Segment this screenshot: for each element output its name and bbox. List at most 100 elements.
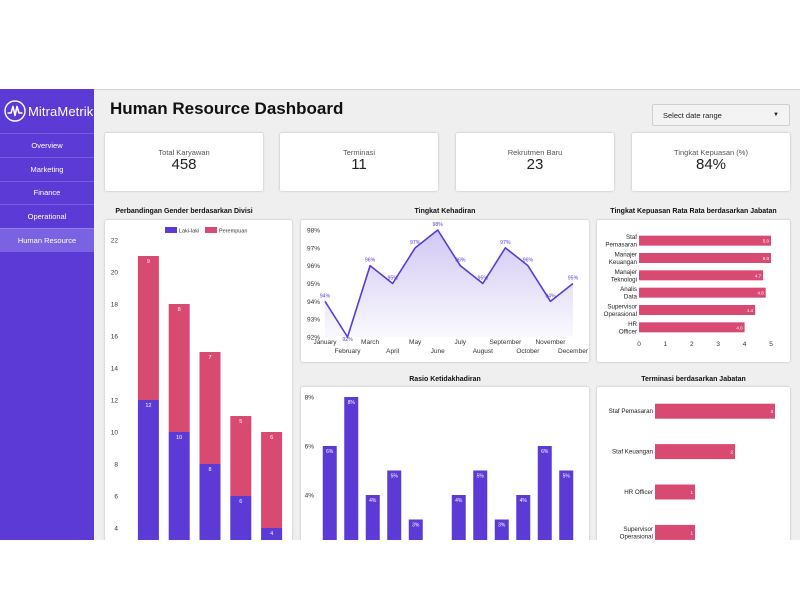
data-label: 9 bbox=[147, 259, 150, 265]
data-label: 96% bbox=[523, 258, 534, 264]
bar-absence bbox=[387, 470, 402, 540]
sidebar-item-finance[interactable]: Finance bbox=[0, 180, 94, 205]
bar-perempuan bbox=[168, 304, 190, 432]
kpi-label: Tingkat Kepuasan (%) bbox=[674, 148, 748, 157]
y-category-label: Manajer Teknologi bbox=[611, 269, 637, 284]
y-category-label: HR Officer bbox=[619, 321, 638, 336]
x-tick-label: April bbox=[386, 348, 400, 355]
kpi-value: 11 bbox=[351, 156, 367, 173]
y-tick-label: 10 bbox=[111, 430, 119, 437]
brand-logo-icon bbox=[4, 100, 26, 122]
bar-absence bbox=[322, 446, 337, 540]
page-title: Human Resource Dashboard bbox=[110, 99, 344, 118]
sidebar-item-overview[interactable]: Overview bbox=[0, 133, 94, 157]
bar-perempuan bbox=[230, 416, 252, 496]
x-tick-label: October bbox=[516, 348, 540, 355]
x-tick-label: 3 bbox=[716, 341, 720, 348]
data-label: 7 bbox=[208, 355, 211, 361]
y-tick-label: 98% bbox=[307, 228, 320, 235]
data-label: 6 bbox=[239, 499, 242, 505]
data-label: 4 bbox=[270, 531, 273, 537]
caret-down-icon: ▼ bbox=[773, 112, 779, 118]
brand-logo[interactable]: MitraMetrik bbox=[4, 99, 93, 123]
y-tick-label: 22 bbox=[111, 238, 119, 245]
y-tick-label: 6 bbox=[114, 494, 118, 501]
kpi-value: 23 bbox=[526, 156, 544, 173]
bar-termination bbox=[655, 403, 775, 419]
data-label: 1 bbox=[690, 530, 693, 535]
date-range-placeholder: Select date range bbox=[663, 110, 722, 120]
y-category-label: Staf Keuangan bbox=[612, 449, 653, 456]
x-tick-label: 5 bbox=[769, 341, 773, 348]
legend-label: Laki-laki bbox=[179, 229, 199, 235]
data-label: 92% bbox=[342, 337, 353, 343]
data-label: 5% bbox=[563, 474, 571, 480]
data-label: 4.0 bbox=[736, 325, 743, 330]
absence-chart-card: 0%2%4%6%8%6%January8%February4%March5%Ap… bbox=[301, 387, 589, 540]
x-tick-label: September bbox=[489, 339, 522, 346]
bar-perempuan bbox=[261, 432, 283, 528]
data-label: 10 bbox=[176, 435, 182, 441]
data-label: 2 bbox=[730, 450, 733, 455]
data-label: 6 bbox=[270, 435, 273, 441]
data-label: 4% bbox=[455, 498, 463, 504]
kpi-card-tingkat-kepuasan: Tingkat Kepuasan (%) 84% bbox=[632, 133, 790, 191]
data-label: 95% bbox=[387, 276, 398, 282]
bar-perempuan bbox=[137, 256, 159, 400]
data-label: 5.0 bbox=[763, 239, 770, 244]
bar-laki-laki bbox=[261, 528, 283, 540]
termination-chart-card: 3 Staf Pemasaran 2 Staf Keuangan 1 HR Officer… bbox=[597, 387, 790, 540]
dashboard-app: MitraMetrik Overview Marketing Finance O… bbox=[0, 89, 800, 540]
gender-chart-card: 0246810121416182022Laki-lakiPerempuan129… bbox=[105, 220, 292, 540]
kpi-card-total-karyawan: Total Karyawan 458 bbox=[105, 133, 263, 191]
y-category-label: Supervisor Operasional bbox=[620, 526, 653, 540]
satisfaction-chart-card: 5.0 Staf Pemasaran 5.0 Manajer Keuangan 4.7 Man… bbox=[597, 220, 790, 362]
termination-chart: 3 Staf Pemasaran 2 Staf Keuangan 1 HR Officer… bbox=[609, 403, 775, 540]
data-label: 96% bbox=[365, 258, 376, 264]
y-tick-label: 8% bbox=[305, 395, 315, 402]
y-category-label: Supervisor Operasional bbox=[604, 304, 637, 319]
bar-satisfaction bbox=[639, 287, 766, 298]
bar-absence bbox=[516, 495, 531, 540]
x-tick-label: June bbox=[431, 348, 445, 355]
satisfaction-chart: 5.0 Staf Pemasaran 5.0 Manajer Keuangan 4.7 Man… bbox=[604, 234, 774, 348]
data-label: 4.4 bbox=[747, 308, 754, 313]
data-label: 95% bbox=[478, 276, 489, 282]
attendance-chart-title: Tingkat Kehadiran bbox=[414, 208, 476, 215]
data-label: 4.7 bbox=[755, 273, 762, 278]
legend-label: Perempuan bbox=[219, 229, 247, 235]
sidebar-item-marketing[interactable]: Marketing bbox=[0, 156, 94, 181]
y-tick-label: 16 bbox=[111, 334, 119, 341]
data-label: 6% bbox=[541, 449, 549, 455]
sidebar-item-human-resource[interactable]: Human Resource bbox=[0, 228, 94, 252]
bar-laki-laki bbox=[137, 400, 159, 540]
satisfaction-chart-title: Tingkat Kepuasan Rata Rata berdasarkan J… bbox=[610, 208, 777, 215]
data-label: 1 bbox=[690, 490, 693, 495]
data-label: 6% bbox=[326, 449, 334, 455]
bar-absence bbox=[451, 495, 466, 540]
kpi-label: Terminasi bbox=[342, 148, 376, 157]
y-tick-label: 14 bbox=[111, 366, 119, 373]
kpi-label: Rekrutmen Baru bbox=[507, 148, 563, 157]
absence-chart-title: Rasio Ketidakhadiran bbox=[409, 376, 481, 383]
bar-satisfaction bbox=[639, 305, 756, 315]
data-label: 97% bbox=[500, 240, 511, 246]
y-tick-label: 93% bbox=[307, 317, 320, 324]
data-label: 96% bbox=[455, 258, 466, 264]
x-tick-label: May bbox=[409, 339, 422, 346]
kpi-value: 84% bbox=[695, 156, 727, 173]
x-tick-label: August bbox=[473, 348, 493, 355]
x-tick-label: December bbox=[558, 348, 589, 355]
sidebar-item-operational[interactable]: Operational bbox=[0, 204, 94, 228]
date-range-select[interactable]: Select date range ▼ bbox=[652, 104, 790, 126]
data-label: 4.8 bbox=[757, 291, 764, 296]
bar-termination bbox=[655, 524, 695, 540]
data-label: 3 bbox=[770, 409, 773, 414]
bar-satisfaction bbox=[639, 322, 745, 333]
bar-absence bbox=[344, 397, 359, 540]
y-category-label: Manajer Keuangan bbox=[609, 252, 638, 267]
bar-absence bbox=[494, 519, 509, 540]
bar-termination bbox=[655, 444, 735, 460]
legend-swatch-laki-laki bbox=[165, 227, 177, 233]
y-tick-label: 4 bbox=[114, 526, 118, 533]
